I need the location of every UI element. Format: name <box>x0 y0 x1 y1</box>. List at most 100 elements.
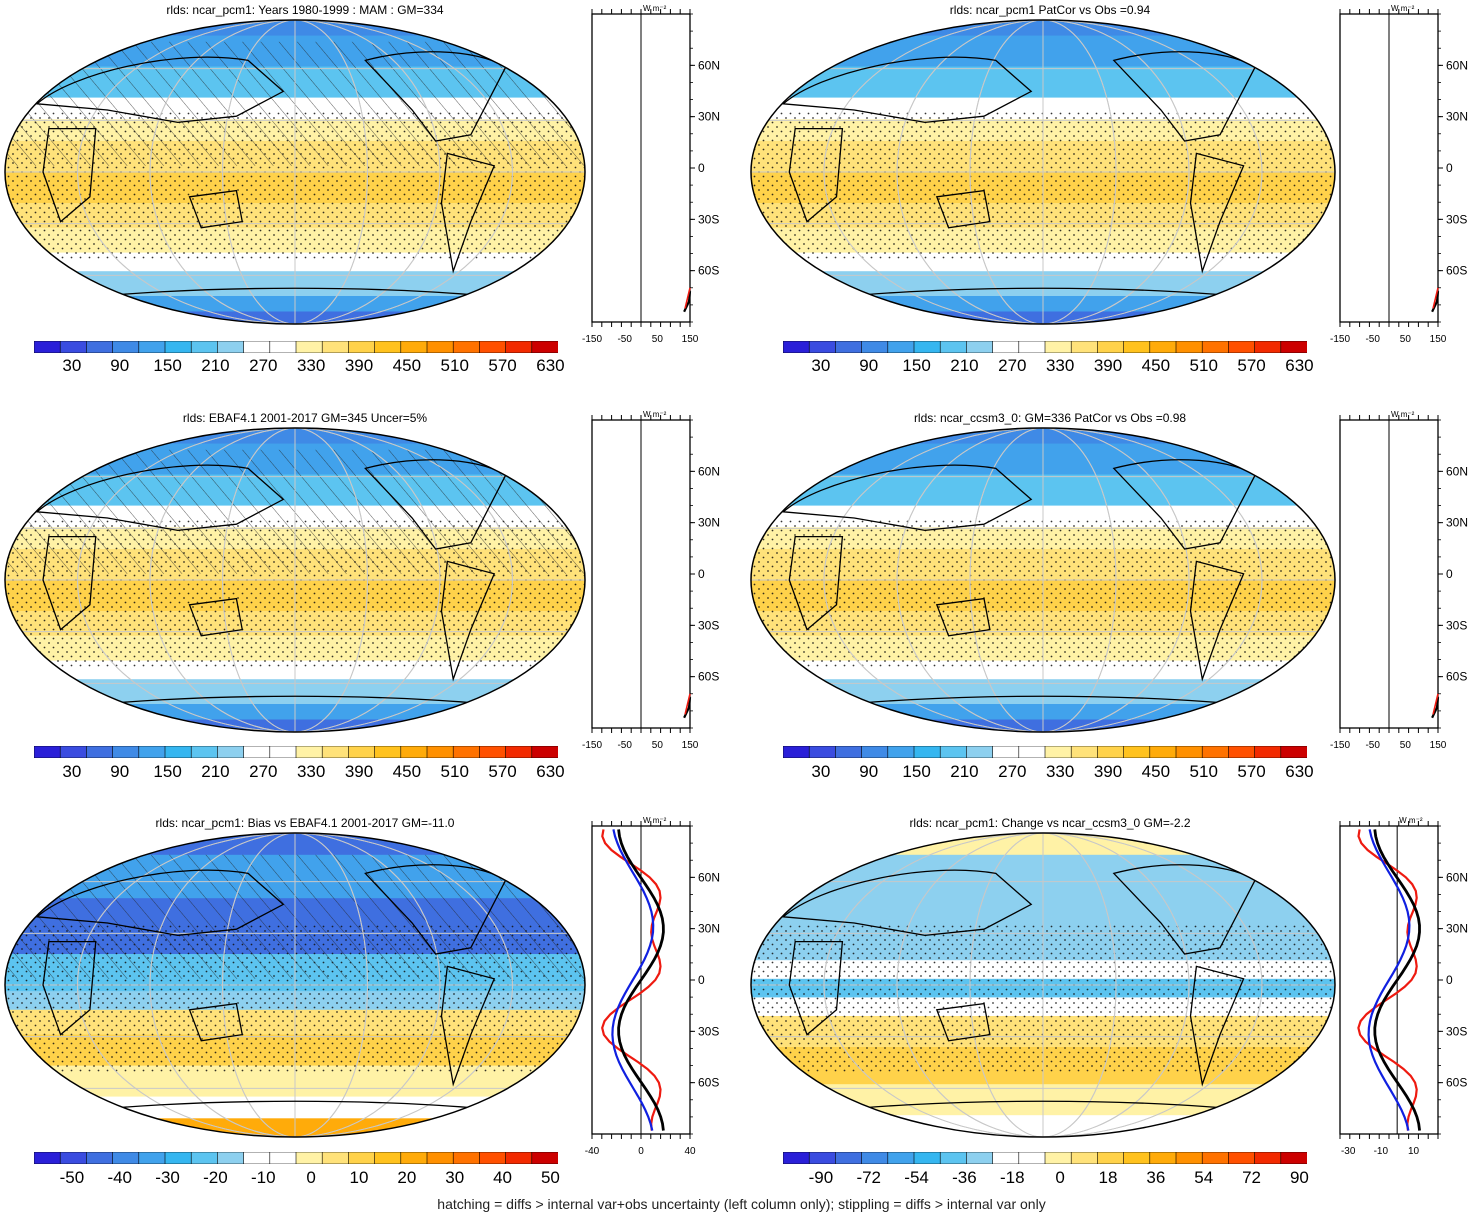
panel-4-zonal-profile: W m⁻² -150 -50 50 150 60N 30N 0 30S 60S <box>1330 410 1468 751</box>
colorbar-swatch <box>190 746 219 758</box>
colorbar-swatch <box>1175 746 1204 758</box>
colorbar-swatch <box>112 341 140 353</box>
colorbar-swatch <box>321 341 350 353</box>
profile-unit-label: W m⁻² <box>643 4 667 13</box>
colorbar-swatch <box>269 1152 297 1164</box>
colorbar-swatch <box>138 341 166 353</box>
profile-lat-label: 30S <box>698 1024 719 1038</box>
panel-1-title: rlds: ncar_pcm1: Years 1980-1999 : MAM :… <box>166 3 444 17</box>
colorbar-swatch <box>531 341 558 353</box>
colorbar-swatch <box>1149 746 1177 758</box>
colorbar-swatch <box>479 746 507 758</box>
profile-lat-label: 30N <box>1446 922 1468 936</box>
profile-lat-label: 0 <box>1446 567 1453 581</box>
profile-x-tick-label: -150 <box>582 334 602 345</box>
profile-series <box>611 829 655 1131</box>
profile-lat-label: 0 <box>1446 161 1453 175</box>
colorbar-swatch <box>505 746 533 758</box>
colorbar-swatch <box>913 341 942 353</box>
colorbar-tick-label: 630 <box>536 762 565 781</box>
profile-lat-label: 30S <box>698 212 719 226</box>
footer-caption: hatching = diffs > internal var+obs unce… <box>437 1196 1046 1212</box>
colorbar-swatch <box>835 1152 863 1164</box>
colorbar-swatch <box>808 746 837 758</box>
colorbar-swatch <box>505 1152 533 1164</box>
colorbar-swatch <box>452 1152 481 1164</box>
colorbar-swatch <box>34 341 62 353</box>
colorbar-tick-label: 10 <box>349 1168 369 1187</box>
colorbar-swatch <box>1018 1152 1046 1164</box>
colorbar-tick-label: 450 <box>1141 762 1171 781</box>
colorbar-swatch <box>1044 746 1073 758</box>
profile-lat-label: 60N <box>1446 464 1468 478</box>
profile-lat-label: 60S <box>1446 1076 1467 1090</box>
colorbar-tick-label: 0 <box>1055 1168 1065 1187</box>
colorbar-swatch <box>1044 1152 1073 1164</box>
colorbar-swatch <box>505 341 533 353</box>
colorbar-swatch <box>861 1152 889 1164</box>
colorbar-tick-label: 270 <box>249 762 278 781</box>
profile-lat-label: 60N <box>698 58 720 72</box>
profile-unit-label: W m⁻² <box>1391 410 1415 419</box>
colorbar-swatch <box>1123 1152 1151 1164</box>
colorbar-tick-label: -18 <box>1000 1168 1025 1187</box>
profile-series <box>617 829 665 1131</box>
colorbar-tick-label: 150 <box>902 356 931 375</box>
colorbar-tick-label: 90 <box>110 762 130 781</box>
profile-lat-label: 0 <box>1446 973 1453 987</box>
profile-x-tick-label: -50 <box>1365 740 1380 751</box>
colorbar-tick-label: 30 <box>445 1168 465 1187</box>
colorbar-swatch <box>400 1152 428 1164</box>
colorbar-swatch <box>939 1152 968 1164</box>
profile-series <box>1373 829 1421 1131</box>
profile-lat-label: 30S <box>1446 1024 1467 1038</box>
panel-5-zonal-profile: W m⁻² -40 0 40 60N 30N 0 30S 60S <box>585 816 720 1157</box>
panel-2-colorbar <box>783 341 1307 353</box>
colorbar-swatch <box>452 746 481 758</box>
profile-x-tick-label: 50 <box>652 740 664 751</box>
colorbar-tick-label: 40 <box>493 1168 513 1187</box>
colorbar-tick-label: -50 <box>59 1168 85 1187</box>
colorbar-tick-label: -10 <box>251 1168 276 1187</box>
colorbar-tick-label: 210 <box>950 356 979 375</box>
panel-6-title: rlds: ncar_pcm1: Change vs ncar_ccsm3_0 … <box>909 816 1191 830</box>
profile-x-tick-label: 50 <box>1400 740 1412 751</box>
profile-x-tick-label: 10 <box>1408 1146 1420 1157</box>
colorbar-swatch <box>887 341 915 353</box>
profile-lat-label: 30S <box>1446 212 1467 226</box>
colorbar-swatch <box>269 746 297 758</box>
colorbar-tick-label: 570 <box>488 762 517 781</box>
panel-5-map <box>4 832 586 1138</box>
colorbar-tick-label: 36 <box>1146 1168 1166 1187</box>
colorbar-swatch <box>1044 341 1073 353</box>
colorbar-swatch <box>1201 746 1230 758</box>
colorbar-tick-label: -72 <box>856 1168 882 1187</box>
colorbar-swatch <box>861 341 889 353</box>
profile-lat-label: 60S <box>698 264 719 278</box>
colorbar-swatch <box>1018 341 1046 353</box>
panel-1-map <box>4 19 586 325</box>
panel-4-colorbar <box>783 746 1307 758</box>
profile-x-tick-label: 150 <box>1430 740 1447 751</box>
colorbar-swatch <box>243 341 271 353</box>
colorbar-swatch <box>59 1152 88 1164</box>
colorbar-swatch <box>913 1152 942 1164</box>
colorbar-swatch <box>966 746 994 758</box>
profile-lat-label: 60N <box>1446 58 1468 72</box>
colorbar-swatch <box>783 1152 811 1164</box>
profile-x-tick-label: -40 <box>585 1146 600 1157</box>
colorbar-swatch <box>348 746 376 758</box>
colorbar-tick-label: 630 <box>1285 356 1314 375</box>
colorbar-swatch <box>452 341 481 353</box>
profile-x-tick-label: 0 <box>638 1146 644 1157</box>
colorbar-swatch <box>295 1152 324 1164</box>
colorbar-swatch <box>939 746 968 758</box>
colorbar-tick-label: 630 <box>536 356 565 375</box>
profile-series <box>601 829 662 1131</box>
colorbar-tick-label: -20 <box>203 1168 228 1187</box>
profile-x-tick-label: -150 <box>1330 740 1350 751</box>
colorbar-swatch <box>400 341 428 353</box>
colorbar-swatch <box>1228 341 1256 353</box>
colorbar-swatch <box>887 746 915 758</box>
profile-lat-label: 30N <box>698 516 720 530</box>
